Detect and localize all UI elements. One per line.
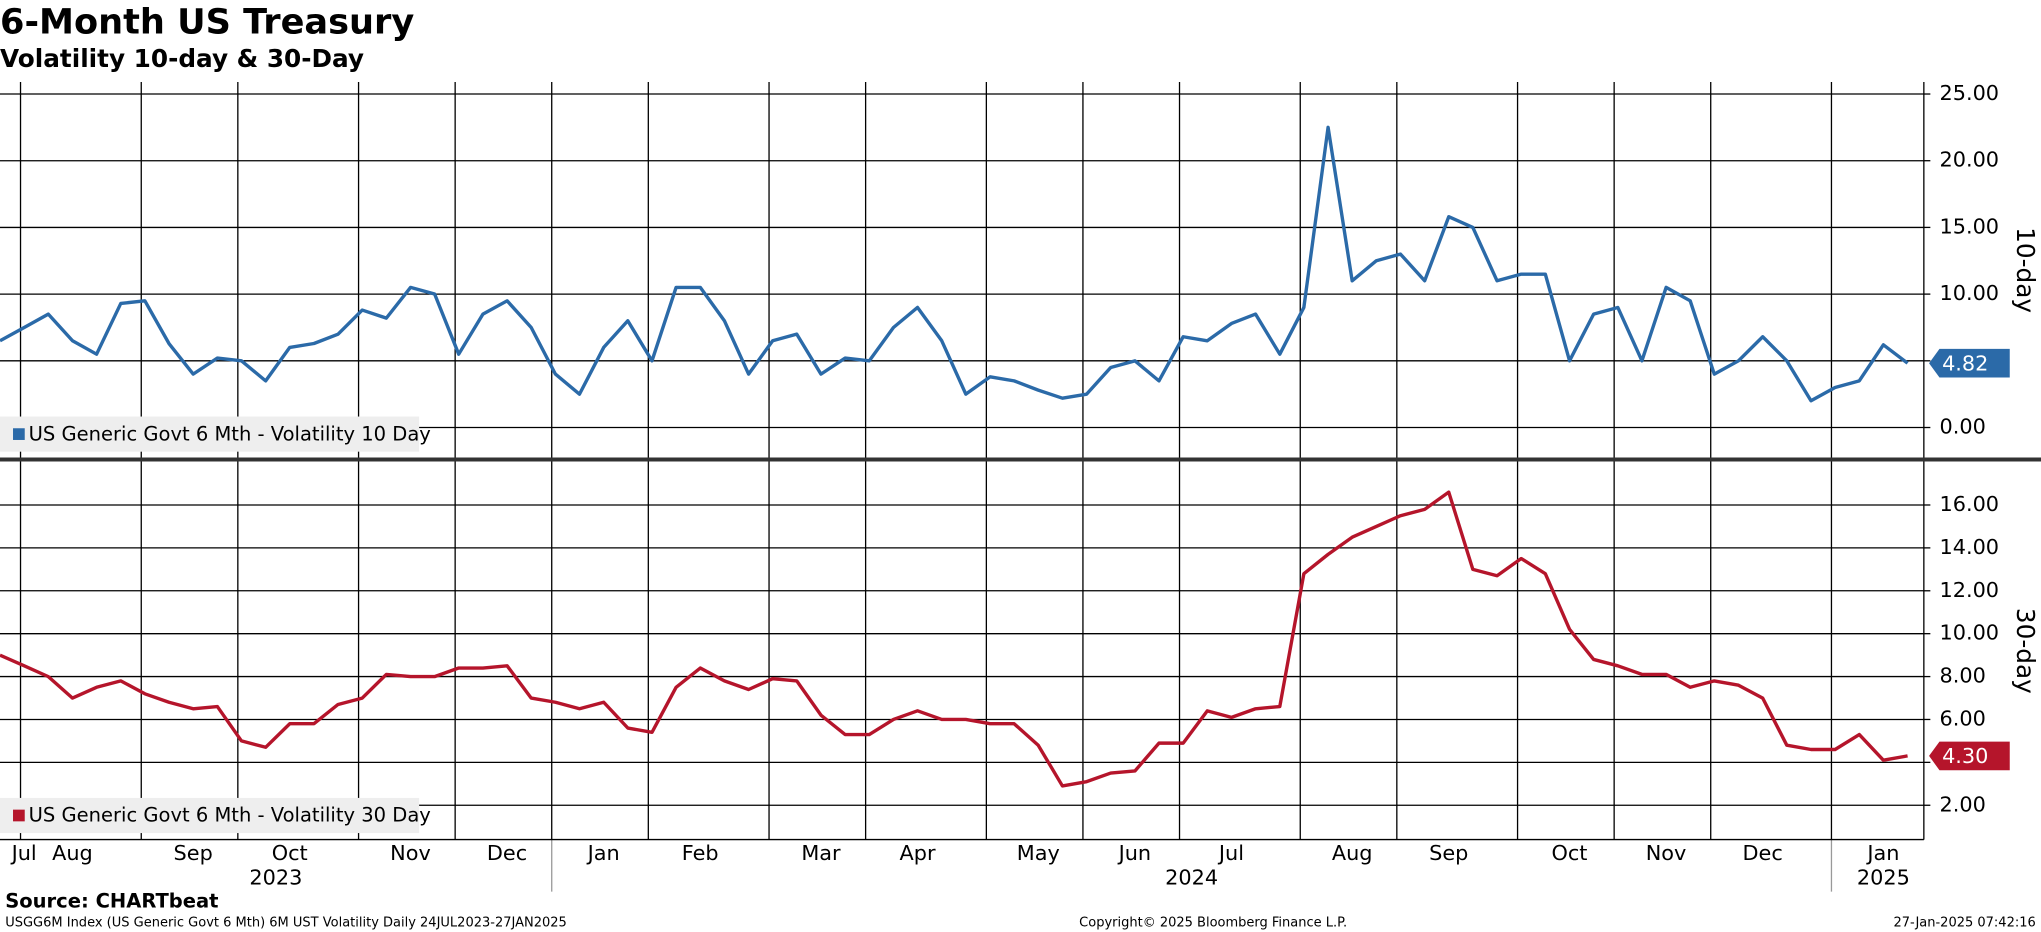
x-tick-label: Nov — [390, 841, 431, 865]
year-label: 2023 — [249, 866, 302, 890]
y-tick-label: 15.00 — [1939, 214, 1999, 238]
legend-box — [0, 416, 420, 452]
last-value-tag — [1929, 348, 2010, 378]
last-value-tag — [1929, 741, 2010, 771]
x-tick-label: Oct — [272, 841, 308, 865]
footer-left: USGG6M Index (US Generic Govt 6 Mth) 6M … — [5, 915, 567, 930]
legend-label: US Generic Govt 6 Mth - Volatility 10 Da… — [29, 422, 431, 445]
chart-title: 6-Month US Treasury — [0, 1, 414, 42]
x-tick-label: Aug — [1332, 841, 1373, 865]
x-tick-label: Dec — [487, 841, 527, 865]
legend-box — [0, 797, 420, 834]
line-series — [0, 490, 1908, 788]
y-axis-title: 30-day — [2011, 608, 2040, 694]
year-label: 2025 — [1857, 866, 1910, 890]
x-tick-label: Aug — [52, 841, 93, 865]
x-tick-label: Mar — [801, 841, 841, 865]
line-series — [0, 125, 1909, 403]
last-value-label: 4.82 — [1942, 352, 1988, 376]
y-axis-title: 10-day — [2011, 227, 2040, 313]
y-tick-label: 20.00 — [1939, 148, 1999, 172]
footer-right: 27-Jan-2025 07:42:16 — [1893, 915, 2035, 930]
y-tick-label: 14.00 — [1939, 535, 1999, 559]
x-tick-label: Dec — [1742, 841, 1782, 865]
x-tick-label: Jul — [10, 841, 37, 865]
y-tick-label: 10.00 — [1939, 621, 1999, 645]
last-value-label: 4.30 — [1942, 744, 1988, 768]
x-tick-label: Apr — [900, 841, 936, 865]
source: Source: CHARTbeat — [5, 890, 218, 913]
footer-center: Copyright© 2025 Bloomberg Finance L.P. — [1079, 915, 1347, 930]
x-tick-label: Oct — [1551, 841, 1587, 865]
y-tick-label: 6.00 — [1939, 706, 1985, 730]
x-tick-label: May — [1017, 841, 1060, 865]
legend-swatch — [13, 428, 25, 440]
x-tick-label: Jan — [586, 841, 620, 865]
x-tick-label: Jun — [1117, 841, 1152, 865]
x-tick-label: Sep — [1429, 841, 1468, 865]
y-tick-label: 8.00 — [1939, 664, 1985, 688]
legend-swatch — [13, 809, 25, 822]
x-tick-label: Sep — [174, 841, 213, 865]
x-tick-label: Feb — [682, 841, 719, 865]
legend-label: US Generic Govt 6 Mth - Volatility 30 Da… — [29, 804, 431, 827]
chart-subtitle: Volatility 10-day & 30-Day — [0, 44, 364, 73]
y-tick-label: 0.00 — [1939, 415, 1985, 439]
x-tick-label: Nov — [1646, 841, 1687, 865]
y-tick-label: 2.00 — [1939, 792, 1985, 816]
y-tick-label: 16.00 — [1939, 492, 1999, 516]
y-tick-label: 25.00 — [1939, 81, 1999, 105]
year-label: 2024 — [1165, 866, 1218, 890]
x-tick-label: Jan — [1865, 841, 1899, 865]
x-tick-label: Jul — [1217, 841, 1244, 865]
y-tick-label: 10.00 — [1939, 281, 1999, 305]
y-tick-label: 12.00 — [1939, 578, 1999, 602]
